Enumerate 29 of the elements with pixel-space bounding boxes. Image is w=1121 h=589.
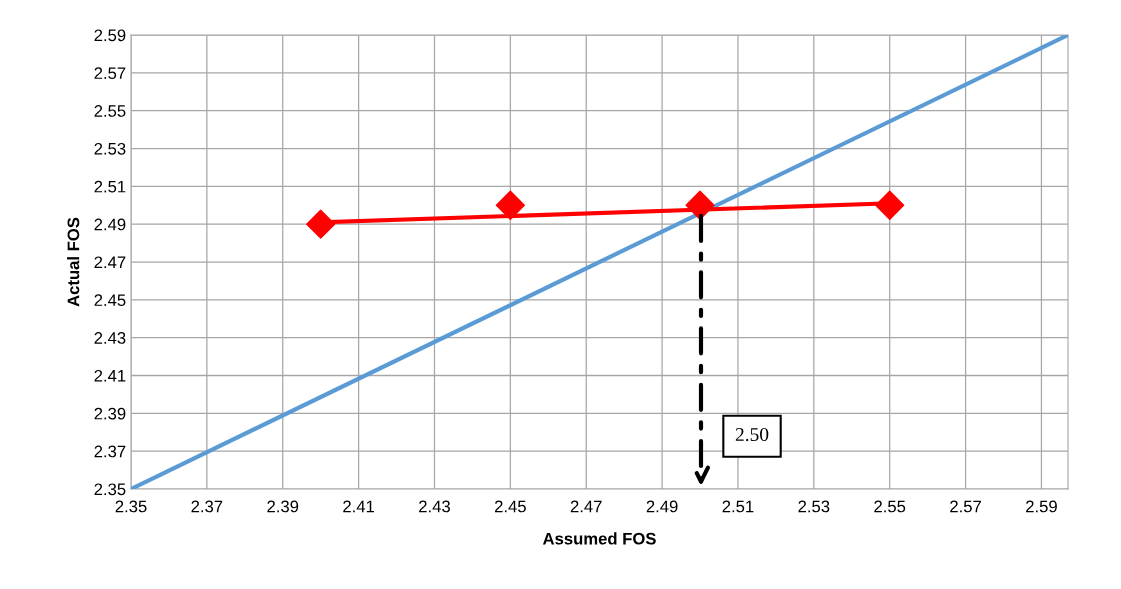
x-tick-label: 2.55 bbox=[874, 500, 906, 513]
y-axis-title: Actual FOS bbox=[67, 217, 80, 307]
y-tick-label: 2.39 bbox=[94, 407, 126, 420]
x-tick-label: 2.59 bbox=[1026, 500, 1057, 513]
annotation: 2.50 bbox=[735, 427, 769, 442]
x-tick-label: 2.57 bbox=[950, 500, 981, 513]
x-tick-label: 2.39 bbox=[267, 500, 299, 513]
y-tick-label: 2.55 bbox=[94, 105, 126, 117]
x-tick-label: 2.47 bbox=[570, 500, 602, 513]
y-tick-label: 2.43 bbox=[94, 332, 126, 344]
x-tick-label: 2.53 bbox=[798, 500, 830, 513]
x-tick-label: 2.35 bbox=[115, 500, 147, 513]
x-tick-label: 2.41 bbox=[343, 500, 375, 513]
x-tick-label: 2.45 bbox=[494, 500, 526, 513]
x-tick-label: 2.43 bbox=[419, 500, 450, 513]
x-tick-label: 2.49 bbox=[646, 500, 678, 513]
y-tick-label: 2.59 bbox=[94, 29, 126, 42]
y-tick-label: 2.57 bbox=[94, 67, 126, 80]
y-tick-label: 2.51 bbox=[94, 180, 126, 193]
y-tick-label: 2.47 bbox=[94, 256, 126, 269]
y-tick-label: 2.45 bbox=[94, 294, 126, 307]
y-tick-label: 2.41 bbox=[94, 369, 126, 382]
y-tick-label: 2.35 bbox=[94, 483, 126, 496]
x-tick-label: 2.37 bbox=[191, 500, 223, 513]
x-tick-label: 2.51 bbox=[722, 500, 754, 513]
y-tick-label: 2.53 bbox=[94, 142, 126, 155]
x-axis-title: Assumed FOS bbox=[542, 532, 656, 545]
y-tick-label: 2.49 bbox=[94, 218, 126, 231]
y-tick-label: 2.37 bbox=[94, 445, 126, 458]
